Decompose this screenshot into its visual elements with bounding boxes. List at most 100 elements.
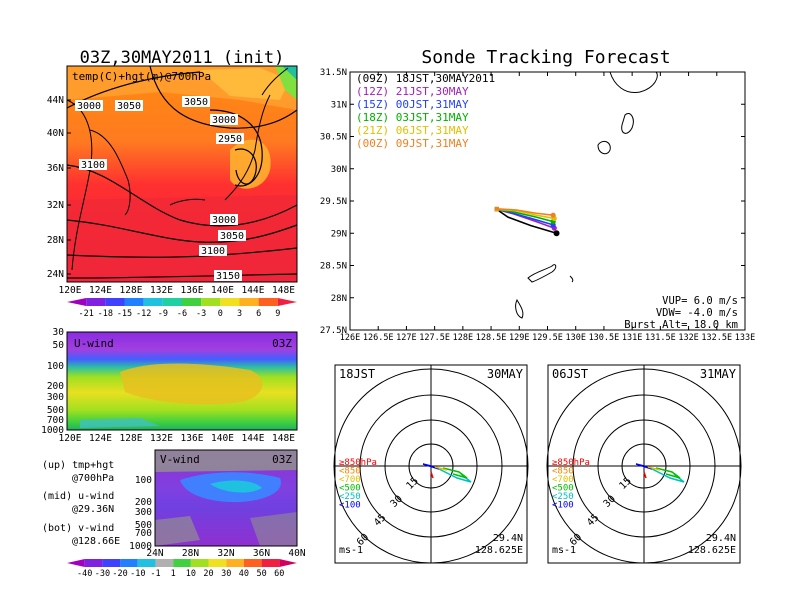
colorbar-swatch xyxy=(143,298,163,306)
colorbar-label: -30 xyxy=(95,569,110,579)
track-lon-tick: 128E xyxy=(453,333,473,343)
colorbar-label: 10 xyxy=(186,569,196,579)
colorbar-swatch xyxy=(86,298,106,306)
colorbar-swatch xyxy=(208,559,227,567)
legend-entry: (00Z) 09JST,31MAY xyxy=(356,137,469,150)
contour-label-bg xyxy=(79,159,107,170)
colorbar-label: -12 xyxy=(136,309,151,319)
hodograph-lat: 29.4N xyxy=(706,533,736,544)
contour-label: 3100 xyxy=(201,246,225,257)
map-lon-tick: 148E xyxy=(272,285,295,296)
v-level-tick: 1000 xyxy=(129,541,152,552)
u-wind-time: 03Z xyxy=(272,337,292,350)
hodograph-lon: 128.625E xyxy=(475,545,523,556)
colorbar-label: -18 xyxy=(98,309,113,319)
colorbar-swatch xyxy=(67,559,85,567)
u-level-tick: 700 xyxy=(47,415,64,426)
wind-trace xyxy=(434,466,448,471)
track-lat-tick: 30.5N xyxy=(320,133,347,143)
contour-label: 3050 xyxy=(220,231,244,242)
level-legend: ≥850hPa xyxy=(552,458,590,468)
colorbar-label: 20 xyxy=(203,569,213,579)
track-lon-tick: 126.5E xyxy=(363,333,394,343)
track-endpoint xyxy=(550,212,556,218)
panel-notes: (up) tmp+hgt @700hPa (mid) u-wind @29.36N (b… xyxy=(42,460,120,547)
colorbar-swatch xyxy=(239,298,259,306)
colorbar-label: 0 xyxy=(218,309,223,319)
colorbar-swatch xyxy=(190,559,209,567)
hodograph-unit: ms-1 xyxy=(339,545,363,556)
v-lat-tick: 40N xyxy=(288,548,305,559)
contour-label: 3100 xyxy=(81,160,105,171)
colorbar-label: -10 xyxy=(130,569,145,579)
track-lon-tick: 128.5E xyxy=(476,333,507,343)
colorbar-label: -40 xyxy=(77,569,92,579)
u-lon-tick: 136E xyxy=(181,433,204,444)
track-lat-tick: 31.5N xyxy=(320,68,347,78)
colorbar-swatch xyxy=(182,298,202,306)
track-lon-tick: 127.5E xyxy=(419,333,450,343)
track-legend: (09Z) 18JST,30MAY2011(12Z) 21JST,30MAY(1… xyxy=(356,72,495,150)
hodograph-time: 18JST xyxy=(339,367,375,381)
track-lon-tick: 132.5E xyxy=(701,333,732,343)
colorbar-label: -21 xyxy=(78,309,93,319)
v-level-tick: 700 xyxy=(135,528,152,539)
v-level-tick: 500 xyxy=(135,520,152,531)
contour-label: 2950 xyxy=(218,134,242,145)
contour-labels: 3000 3050 3050 3000 2950 3100 3000 3050 3100 3150 xyxy=(75,96,246,282)
sonde-param: Burst Alt= 18.0 km xyxy=(624,319,738,331)
u-level-tick: 30 xyxy=(53,327,65,338)
colorbar-label: -1 xyxy=(150,569,160,579)
u-lon-tick: 120E xyxy=(59,433,82,444)
map-lon-tick: 124E xyxy=(89,285,112,296)
colorbar-label: 30 xyxy=(221,569,231,579)
wind-colorbar: -40 -30 -20 -10 -1 1 10 20 30 40 50 60 xyxy=(67,559,297,579)
contour-label: 3000 xyxy=(212,215,236,226)
colorbar-swatch xyxy=(124,298,144,306)
map-lon-tick: 120E xyxy=(59,285,82,296)
temperature-colorbar: -21 -18 -15 -12 -9 -6 -3 0 3 6 9 xyxy=(67,298,297,319)
track-lat-tick: 31N xyxy=(331,100,347,110)
v-lat-tick: 28N xyxy=(182,548,199,559)
colorbar-label: -6 xyxy=(177,309,187,319)
wind-trace xyxy=(430,471,434,479)
v-wind-lat-ticks: 24N 28N 32N 36N 40N xyxy=(146,548,305,559)
v-level-tick: 300 xyxy=(135,507,152,518)
map-lon-tick: 140E xyxy=(211,285,234,296)
hodograph-left: 18JST 30MAY29.4N128.625Ems-115304560≥850h… xyxy=(333,364,529,564)
colorbar-swatch xyxy=(243,559,262,567)
contour-label: 3000 xyxy=(212,115,236,126)
level-legend: <500 xyxy=(339,484,361,494)
map-lat-tick: 24N xyxy=(47,269,64,280)
track-start xyxy=(494,206,499,211)
colorbar-swatch xyxy=(67,298,87,306)
track-lat-tick: 29.5N xyxy=(320,197,347,207)
level-legend: <500 xyxy=(552,484,574,494)
contour-label-bg xyxy=(210,214,238,225)
hodograph-lat: 29.4N xyxy=(493,533,523,544)
u-lon-tick: 132E xyxy=(150,433,173,444)
level-legend: ≥850hPa xyxy=(339,458,377,468)
hodograph-lon: 128.625E xyxy=(688,545,736,556)
colorbar-swatch xyxy=(258,298,278,306)
u-lon-tick: 140E xyxy=(211,433,234,444)
colorbar-swatch xyxy=(137,559,156,567)
track-lon-tick: 132E xyxy=(678,333,698,343)
colorbar-label: -3 xyxy=(196,309,206,319)
v-lat-tick: 24N xyxy=(146,548,163,559)
track-lon-tick: 127E xyxy=(396,333,416,343)
hodograph-right: 06JST 31MAY29.4N128.625Ems-115304560≥850h… xyxy=(546,364,742,564)
contour-label-bg xyxy=(75,100,103,111)
colorbar-label: 6 xyxy=(256,309,261,319)
contour-label-bg xyxy=(199,245,227,256)
map-lat-tick: 40N xyxy=(47,128,64,139)
colorbar-swatch xyxy=(155,559,174,567)
sonde-param: VDW= -4.0 m/s xyxy=(656,307,738,319)
contour-label-bg xyxy=(182,96,210,107)
contour-label-bg xyxy=(214,270,242,281)
track-line xyxy=(496,207,554,216)
colorbar-swatch xyxy=(201,298,221,306)
